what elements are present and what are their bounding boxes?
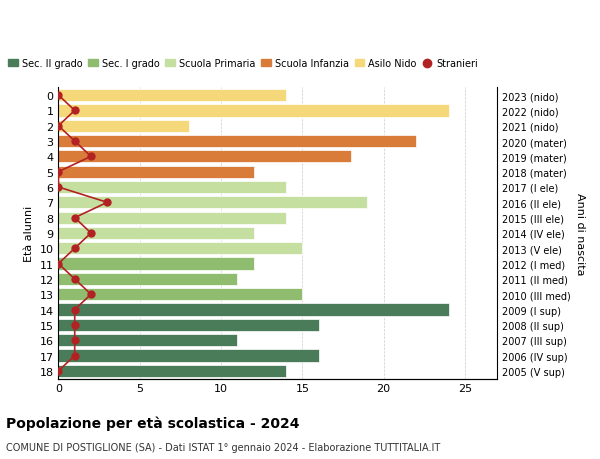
Bar <box>58 227 254 240</box>
Y-axis label: Età alunni: Età alunni <box>24 205 34 262</box>
Text: Popolazione per età scolastica - 2024: Popolazione per età scolastica - 2024 <box>6 415 299 430</box>
Bar <box>58 181 286 194</box>
Bar <box>58 166 254 179</box>
Bar <box>58 334 238 347</box>
Bar <box>58 319 319 331</box>
Bar <box>58 289 302 301</box>
Bar <box>58 90 286 102</box>
Bar <box>58 258 254 270</box>
Bar <box>58 365 286 377</box>
Bar <box>58 304 449 316</box>
Y-axis label: Anni di nascita: Anni di nascita <box>575 192 585 274</box>
Bar <box>58 273 238 285</box>
Legend: Sec. II grado, Sec. I grado, Scuola Primaria, Scuola Infanzia, Asilo Nido, Stran: Sec. II grado, Sec. I grado, Scuola Prim… <box>4 55 482 73</box>
Bar <box>58 212 286 224</box>
Bar <box>58 151 351 163</box>
Bar <box>58 135 416 148</box>
Bar <box>58 120 188 133</box>
Bar <box>58 197 367 209</box>
Bar <box>58 243 302 255</box>
Bar <box>58 350 319 362</box>
Text: COMUNE DI POSTIGLIONE (SA) - Dati ISTAT 1° gennaio 2024 - Elaborazione TUTTITALI: COMUNE DI POSTIGLIONE (SA) - Dati ISTAT … <box>6 442 440 452</box>
Bar <box>58 105 449 117</box>
